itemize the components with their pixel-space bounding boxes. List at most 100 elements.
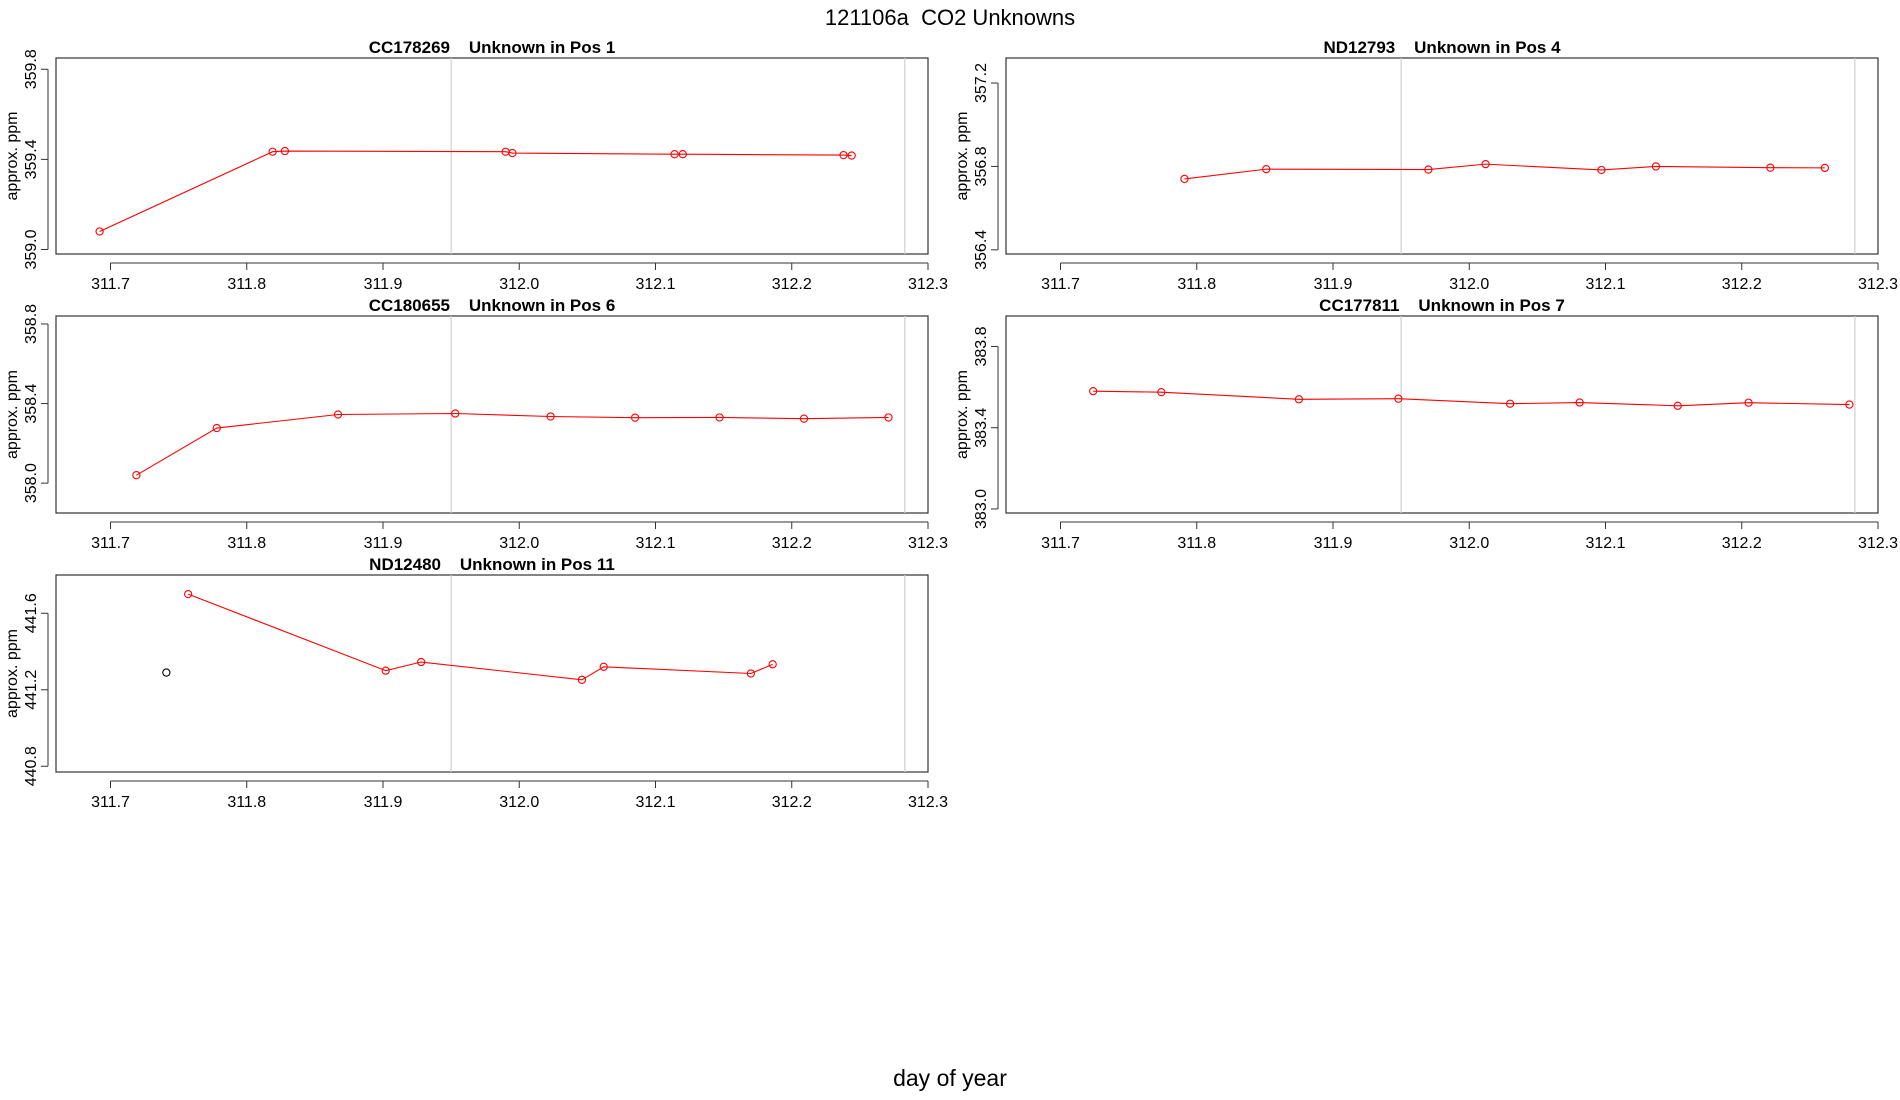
data-point [1845, 400, 1854, 409]
x-tick-label: 312.3 [1858, 276, 1898, 293]
x-tick-label: 311.7 [1041, 535, 1080, 552]
chart-panel-4: CC177811 Unknown in Pos 7 311.7 311.8 311.9… [954, 296, 1898, 552]
series-line [136, 412, 889, 476]
plot-frame [55, 57, 929, 255]
x-tick-label: 311.8 [227, 535, 266, 552]
data-point [268, 147, 277, 156]
x-tick-label: 311.9 [1314, 535, 1353, 552]
data-series [184, 589, 777, 684]
y-tick-label: 383.0 [973, 489, 990, 529]
data-point [508, 148, 517, 158]
data-point [1766, 163, 1775, 172]
data-point [381, 666, 390, 675]
x-tick-label: 311.8 [1177, 276, 1216, 293]
data-point [599, 662, 608, 671]
series-line [1184, 163, 1825, 180]
x-tick-label: 312.0 [499, 535, 539, 552]
data-point [1651, 162, 1661, 171]
panel-title: ND12480 Unknown in Pos 11 [369, 555, 615, 574]
data-point [768, 660, 777, 669]
x-tick-label: 311.8 [1177, 535, 1216, 552]
x-tick-label: 312.3 [908, 794, 948, 811]
chart-panel-5: ND12480 Unknown in Pos 11 311.7 311.8 311.9… [4, 555, 948, 811]
x-tick-label: 311.7 [91, 535, 130, 552]
x-tick-label: 312.2 [772, 794, 812, 811]
plot-frame [55, 315, 929, 514]
y-axis-label: approx. ppm [954, 370, 971, 459]
data-point [546, 412, 555, 421]
data-point [577, 675, 587, 684]
data-point [132, 471, 141, 480]
data-point [95, 227, 104, 236]
data-point [184, 589, 193, 599]
x-tick-label: 311.8 [227, 276, 266, 293]
x-tick-label: 312.0 [499, 794, 539, 811]
data-point [1294, 395, 1304, 404]
panel-title: CC180655 Unknown in Pos 6 [369, 296, 616, 315]
data-point [1089, 386, 1098, 396]
data-point [1394, 394, 1403, 403]
plot-frame [1005, 57, 1879, 255]
y-tick-label: 359.8 [23, 49, 40, 89]
panel-title: CC177811 Unknown in Pos 7 [1319, 296, 1565, 315]
data-series [1180, 159, 1830, 184]
data-point [1744, 398, 1753, 407]
data-series [95, 146, 856, 236]
data-point [1820, 163, 1830, 173]
y-tick-label: 358.4 [23, 383, 40, 423]
y-axis-label: approx. ppm [4, 629, 21, 718]
x-tick-label: 311.9 [364, 535, 403, 552]
x-tick-label: 311.7 [1041, 276, 1080, 293]
x-tick-label: 312.1 [635, 276, 675, 293]
y-tick-label: 356.8 [973, 146, 990, 186]
x-tick-label: 312.0 [1449, 535, 1489, 552]
series-line [99, 150, 852, 232]
data-point [162, 668, 171, 677]
y-tick-label: 358.0 [23, 463, 40, 503]
x-tick-label: 312.1 [635, 794, 675, 811]
data-series [132, 409, 893, 480]
data-point [847, 151, 856, 160]
data-point [333, 410, 343, 419]
data-point [451, 409, 460, 418]
data-point [1597, 165, 1606, 175]
x-tick-label: 312.3 [908, 535, 948, 552]
figure-title: 121106a CO2 Unknowns [825, 5, 1075, 30]
y-tick-label: 357.2 [973, 63, 990, 103]
data-point [630, 413, 640, 422]
data-point [670, 150, 679, 159]
y-tick-label: 359.0 [23, 229, 40, 269]
y-tick-label: 383.4 [973, 408, 990, 448]
plot-frame [55, 574, 929, 773]
y-tick-label: 358.8 [23, 304, 40, 344]
x-tick-label: 311.9 [364, 794, 403, 811]
data-point [1575, 398, 1584, 407]
data-point [799, 414, 809, 423]
data-point [1262, 164, 1271, 174]
data-point [1157, 388, 1166, 397]
y-tick-label: 441.6 [23, 593, 40, 633]
x-tick-label: 312.2 [772, 535, 812, 552]
chart-panel-2: ND12793 Unknown in Pos 4 311.7 311.8 311.9 3… [954, 38, 1898, 293]
x-tick-label: 312.3 [1858, 535, 1898, 552]
panel-title: CC178269 Unknown in Pos 1 [369, 38, 616, 57]
series-line [1093, 390, 1850, 407]
data-point [1481, 159, 1490, 169]
y-axis-label: approx. ppm [954, 112, 971, 201]
data-point [1424, 165, 1433, 174]
data-point [746, 669, 756, 678]
y-tick-label: 441.2 [23, 670, 40, 710]
y-axis-label: approx. ppm [4, 370, 21, 459]
data-point [1673, 401, 1682, 410]
x-tick-label: 312.3 [908, 276, 948, 293]
data-point [1180, 174, 1189, 184]
data-point [416, 657, 426, 667]
x-tick-label: 312.1 [635, 535, 675, 552]
x-axis-label: day of year [893, 1065, 1007, 1091]
y-axis-label: approx. ppm [4, 112, 21, 201]
x-tick-label: 311.9 [1314, 276, 1353, 293]
y-tick-label: 356.4 [973, 230, 990, 270]
panels: CC178269 Unknown in Pos 1 311.7 311.8 311.9… [4, 38, 1898, 811]
chart-panel-3: CC180655 Unknown in Pos 6 311.7 311.8 311.9… [4, 296, 948, 552]
